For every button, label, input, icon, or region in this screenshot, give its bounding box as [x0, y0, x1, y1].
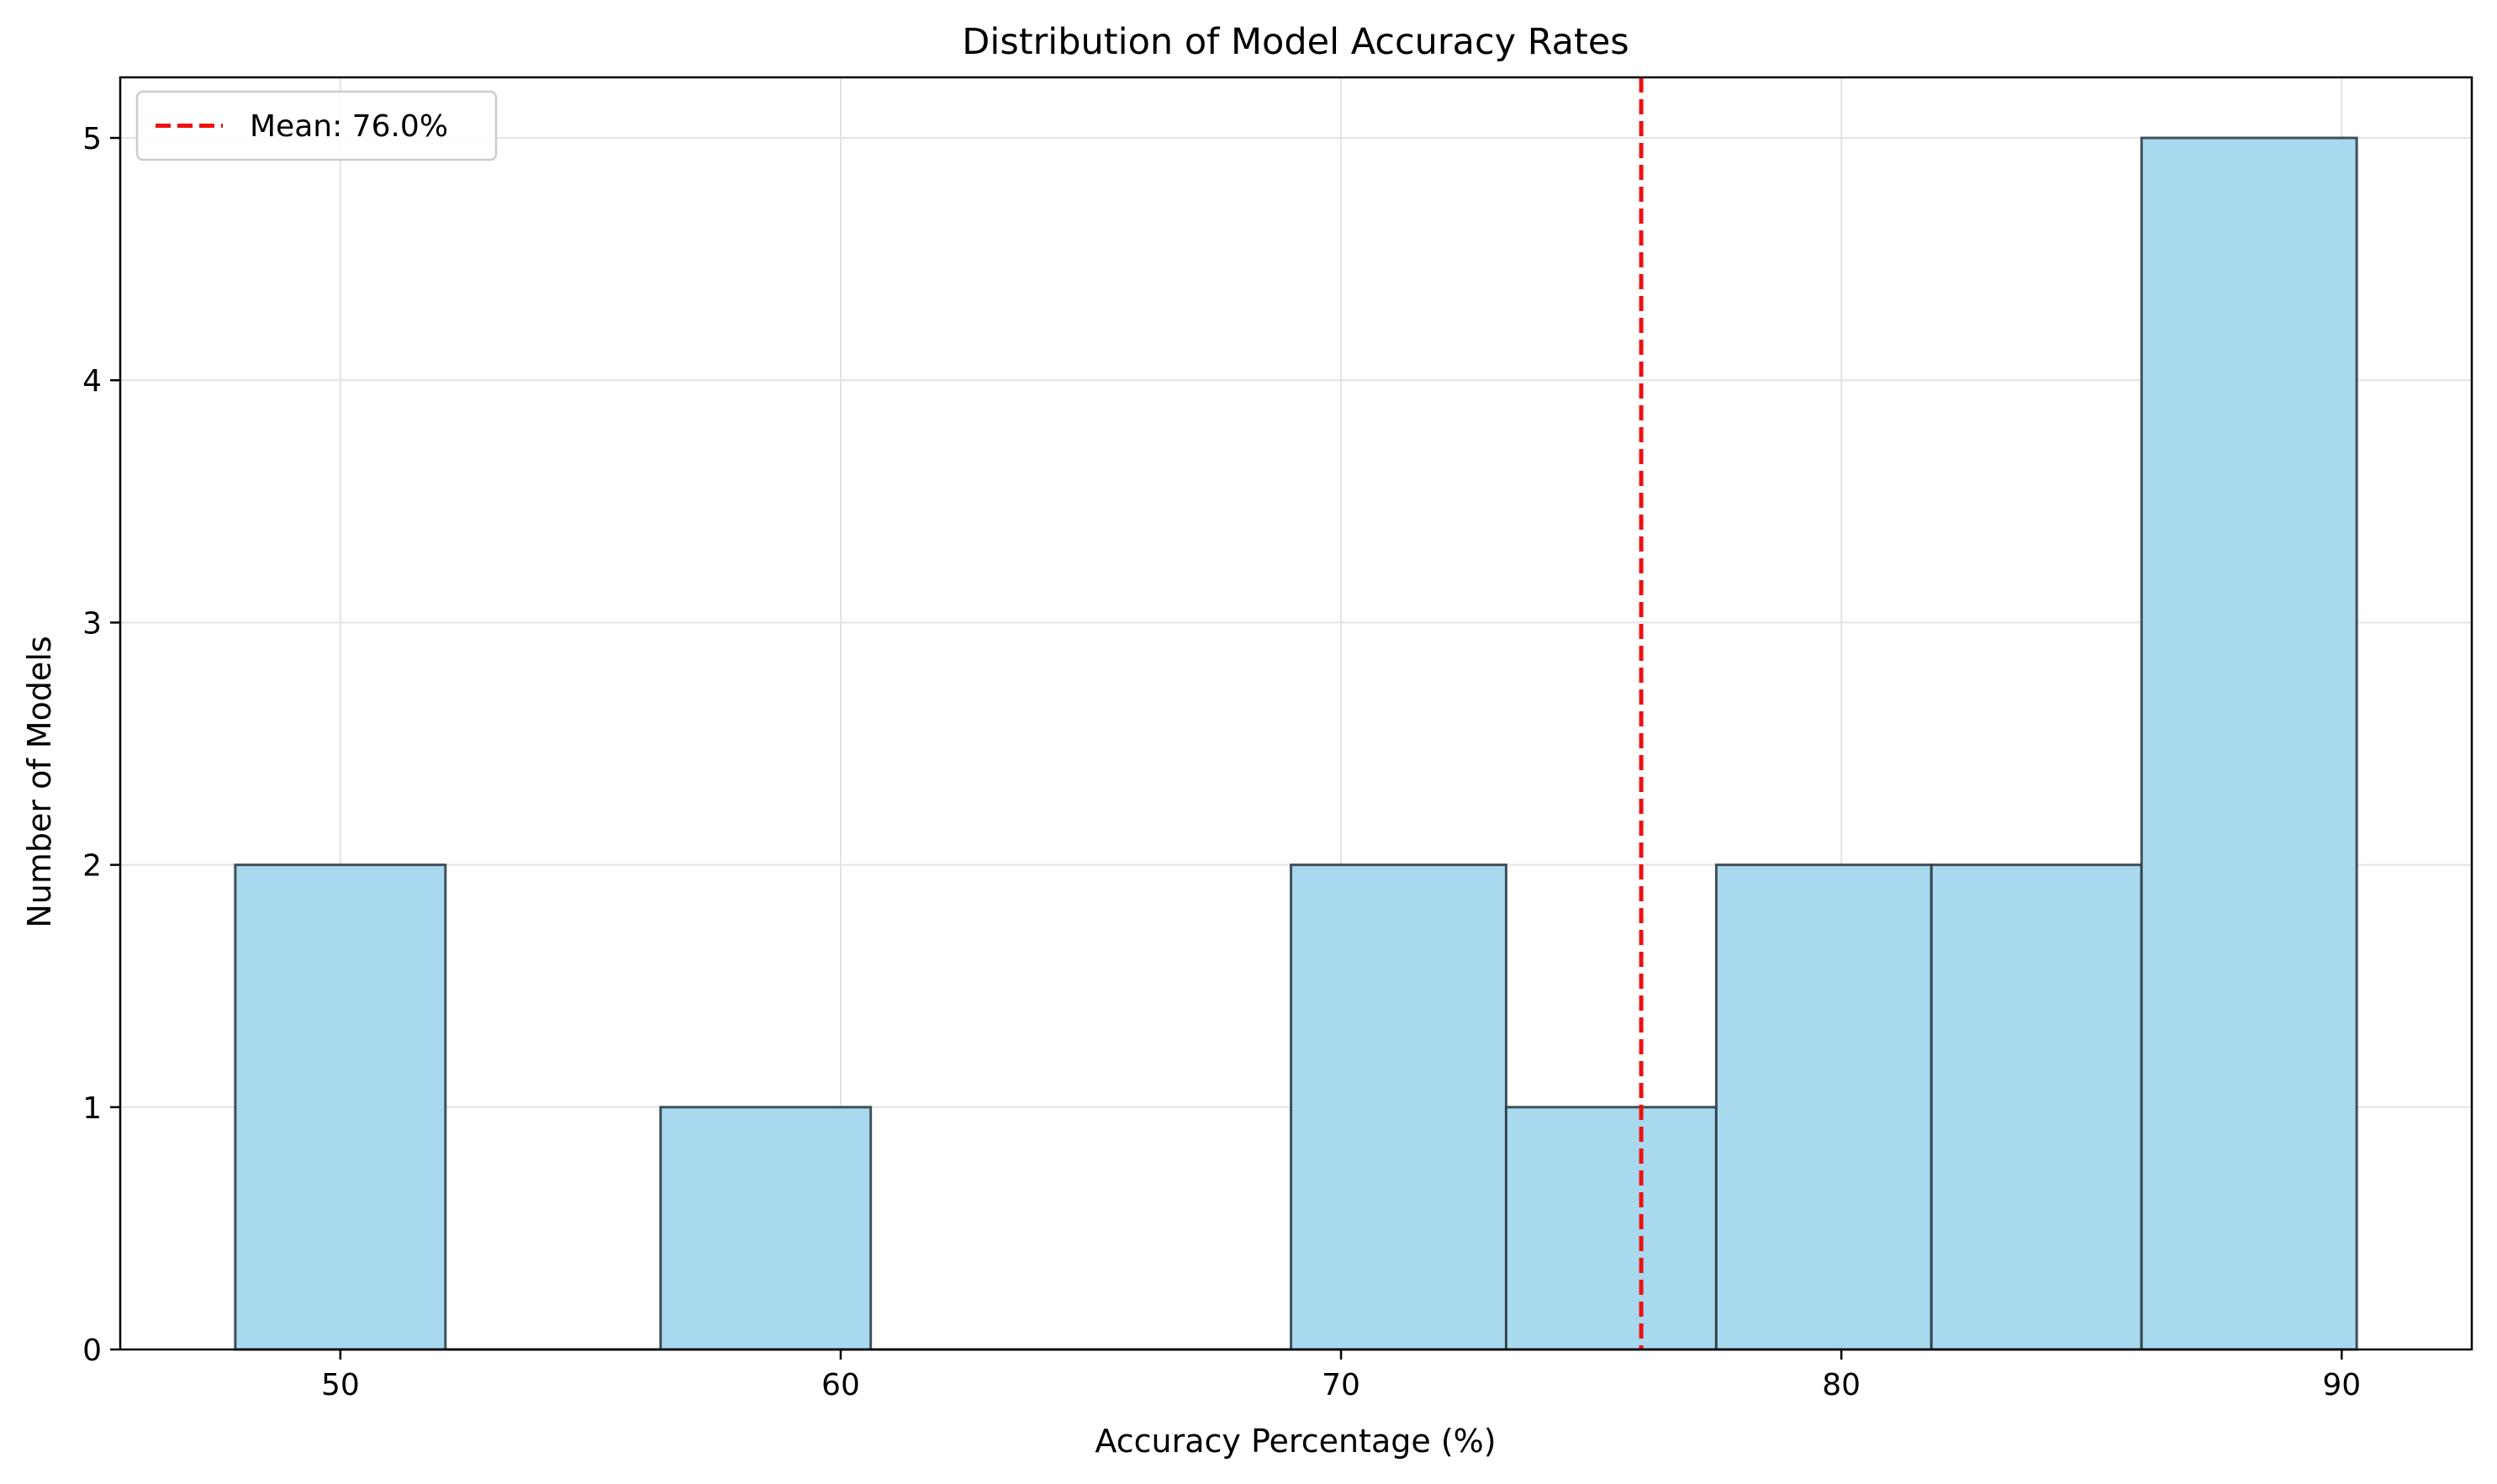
y-tick-label-1: 1 [82, 1091, 102, 1126]
plot-frame [119, 76, 2473, 1351]
histogram-bars [234, 136, 2358, 1351]
x-tick-label-70: 70 [1322, 1368, 1360, 1402]
histogram-bar-6 [1290, 863, 1507, 1351]
axis-ticks: 50 60 70 80 90 0 1 2 3 4 5 [82, 122, 2361, 1402]
histogram-bar-8 [1714, 863, 1933, 1351]
y-tick-label-4: 4 [82, 364, 102, 399]
histogram-bar-7 [1504, 1106, 1718, 1351]
x-tick-label-90: 90 [2322, 1368, 2361, 1402]
histogram-bar-9 [1930, 863, 2143, 1351]
y-tick-label-3: 3 [82, 606, 102, 641]
chart-title: Distribution of Model Accuracy Rates [962, 21, 1629, 63]
x-tick-label-60: 60 [821, 1368, 860, 1402]
legend-mean-label: Mean: 76.0% [250, 109, 448, 144]
histogram-bar-3 [659, 1106, 873, 1351]
x-axis-label: Accuracy Percentage (%) [1095, 1423, 1496, 1460]
y-axis-label: Number of Models [21, 636, 58, 927]
legend: Mean: 76.0% [135, 90, 498, 161]
legend-box [135, 90, 498, 161]
y-tick-label-0: 0 [82, 1333, 102, 1368]
histogram-bar-10 [2140, 136, 2358, 1351]
x-tick-label-50: 50 [321, 1368, 360, 1402]
histogram-bar-1 [234, 863, 447, 1351]
y-tick-label-5: 5 [82, 122, 102, 156]
y-tick-label-2: 2 [82, 849, 102, 884]
x-tick-label-80: 80 [1822, 1368, 1861, 1402]
